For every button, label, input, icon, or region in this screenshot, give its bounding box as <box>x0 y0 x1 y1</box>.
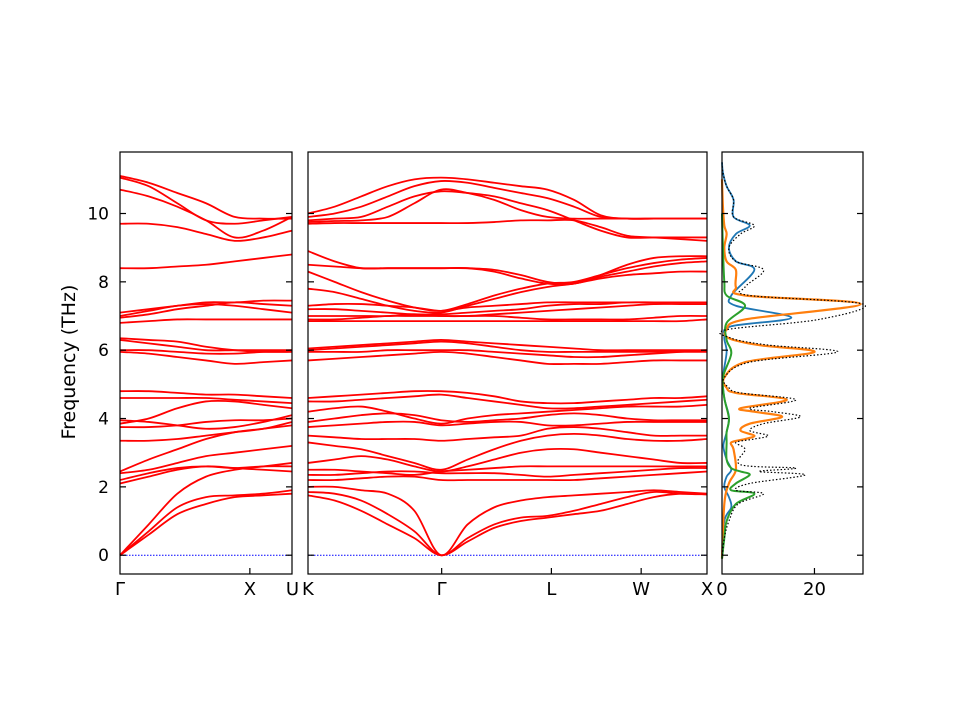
band-right-xtick-label-1: Γ <box>437 579 447 600</box>
band-right-band-3 <box>307 485 708 557</box>
band-left-band-17 <box>119 337 293 353</box>
band-right-band-14 <box>307 390 708 405</box>
band-left-band-18 <box>119 318 292 324</box>
band-right-band-27 <box>307 250 708 286</box>
band-left-band-19 <box>119 301 293 319</box>
y-tick-label-10: 10 <box>87 205 109 225</box>
band-left-band-13 <box>119 390 293 399</box>
band-right-band-2 <box>307 490 708 557</box>
band-left-band-12 <box>119 396 293 405</box>
band-right-band-23 <box>307 301 707 312</box>
y-tick-label-2: 2 <box>98 478 109 498</box>
dos-curve-dos-1 <box>721 162 793 559</box>
band-right-band-15 <box>307 350 707 366</box>
band-left-band-9 <box>119 417 293 429</box>
band-right-band-11 <box>307 412 707 423</box>
band-right-band-4 <box>307 470 708 482</box>
band-right-frame <box>307 151 708 575</box>
band-left-xtick-label-0: Γ <box>115 579 125 600</box>
band-left-band-14 <box>119 350 293 365</box>
band-left-xtick-label-1: X <box>244 579 256 600</box>
y-tick-label-6: 6 <box>98 341 109 361</box>
band-left-band-1 <box>119 492 293 556</box>
y-tick-label-0: 0 <box>98 546 109 566</box>
band-right-band-1 <box>307 492 708 557</box>
band-right-band-16 <box>308 349 708 359</box>
band-left-band-16 <box>119 339 292 352</box>
band-right-band-12 <box>307 403 708 425</box>
band-left-frame <box>119 151 293 575</box>
band-left-band-8 <box>119 421 293 442</box>
dos-xtick-label-0: 0 <box>716 579 727 600</box>
band-left-band-24 <box>119 188 293 239</box>
band-right-xtick-label-0: K <box>302 579 315 600</box>
band-right-band-10 <box>307 420 707 428</box>
band-right-band-19 <box>308 318 708 323</box>
band-left-band-10 <box>119 399 293 425</box>
band-right-band-13 <box>307 393 708 410</box>
band-left-band-11 <box>119 414 293 430</box>
band-right-band-21 <box>308 303 707 318</box>
band-right-band-7 <box>307 447 708 473</box>
band-right-band-9 <box>307 426 707 442</box>
band-left-band-21 <box>119 299 293 314</box>
band-left-band-2 <box>119 489 293 556</box>
band-right-band-31 <box>307 176 707 220</box>
band-right-band-29 <box>307 190 707 239</box>
band-right-xtick-label-3: W <box>632 579 650 600</box>
dos-frame <box>721 151 864 575</box>
band-right-band-17 <box>307 340 707 353</box>
band-left-band-5 <box>119 465 293 481</box>
band-left-band-6 <box>119 444 293 475</box>
band-right-band-18 <box>307 339 707 352</box>
band-right-band-8 <box>307 433 708 471</box>
dos-curve-dos-total <box>719 162 866 559</box>
y-tick-label-4: 4 <box>98 410 109 430</box>
y-axis-label: Frequency (THz) <box>58 285 80 440</box>
band-left-band-20 <box>119 303 293 317</box>
band-right-xtick-label-2: L <box>546 579 556 600</box>
band-left-band-23 <box>119 222 293 242</box>
band-left-band-25 <box>119 176 293 225</box>
band-right-band-24 <box>307 270 708 314</box>
band-left-band-4 <box>119 465 293 485</box>
band-left-xtick-label-2: U <box>286 579 299 600</box>
band-left-band-22 <box>119 253 293 270</box>
dos-curve-dos-3 <box>721 213 756 559</box>
band-right-band-25 <box>307 257 708 312</box>
band-right-band-32 <box>307 188 707 223</box>
y-tick-label-8: 8 <box>98 273 109 293</box>
band-left-band-26 <box>119 175 293 220</box>
band-right-xtick-label-4: X <box>701 579 713 600</box>
dos-xtick-label-20: 20 <box>803 579 826 600</box>
band-right-band-6 <box>307 465 707 476</box>
